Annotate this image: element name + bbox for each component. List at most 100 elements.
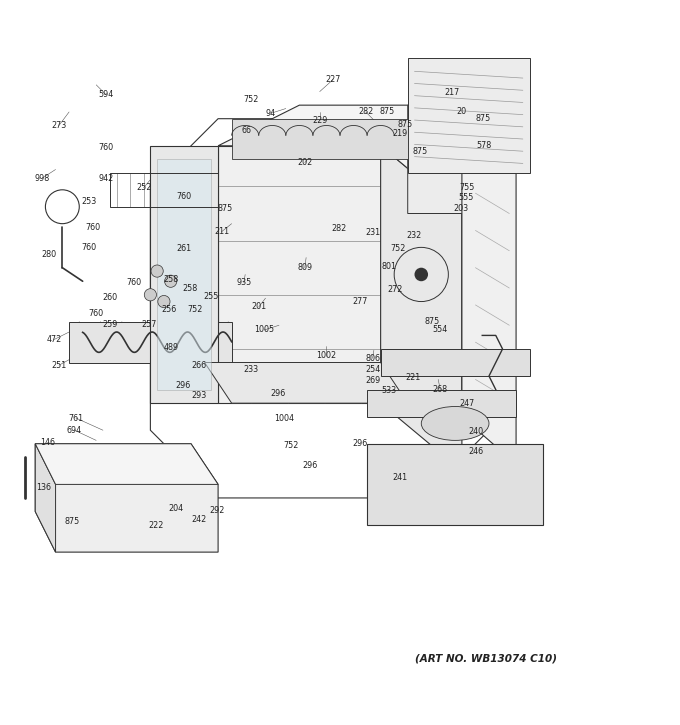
Text: 875: 875 (476, 115, 491, 123)
Text: 760: 760 (99, 143, 114, 152)
Text: 66: 66 (241, 126, 252, 136)
Text: 268: 268 (432, 385, 448, 394)
Text: 241: 241 (392, 473, 407, 482)
Text: 755: 755 (460, 183, 475, 192)
Text: 255: 255 (203, 291, 219, 301)
Polygon shape (69, 322, 232, 362)
Text: 292: 292 (209, 505, 224, 515)
Text: 282: 282 (331, 224, 346, 233)
Text: 752: 752 (284, 441, 299, 450)
Text: 227: 227 (326, 75, 341, 84)
Text: 277: 277 (353, 297, 368, 306)
Text: 256: 256 (162, 305, 177, 314)
Text: 293: 293 (192, 391, 207, 399)
Text: 554: 554 (432, 326, 448, 334)
Circle shape (415, 268, 428, 281)
Polygon shape (157, 160, 211, 389)
Text: 1002: 1002 (316, 351, 337, 360)
Polygon shape (462, 105, 516, 464)
Polygon shape (367, 389, 516, 417)
Text: 875: 875 (424, 318, 440, 326)
Text: 246: 246 (468, 447, 483, 457)
Text: 296: 296 (353, 439, 368, 448)
Polygon shape (35, 444, 56, 552)
Text: 242: 242 (192, 515, 207, 524)
Text: 253: 253 (82, 196, 97, 206)
Text: 760: 760 (126, 278, 141, 287)
Text: 875: 875 (217, 204, 233, 212)
Text: 260: 260 (102, 293, 118, 302)
Text: 221: 221 (405, 373, 421, 382)
Text: 252: 252 (136, 183, 151, 192)
Text: 935: 935 (236, 278, 252, 287)
Polygon shape (408, 58, 530, 173)
Text: 489: 489 (163, 343, 178, 352)
Polygon shape (232, 119, 408, 160)
Polygon shape (205, 362, 408, 403)
Polygon shape (381, 349, 530, 376)
Text: 258: 258 (182, 283, 197, 292)
Polygon shape (381, 146, 462, 471)
Text: 998: 998 (35, 174, 50, 183)
Text: 282: 282 (358, 107, 373, 117)
Text: 801: 801 (381, 262, 396, 271)
Text: 258: 258 (163, 276, 178, 284)
Text: 266: 266 (192, 361, 207, 370)
Polygon shape (150, 146, 218, 403)
Text: 136: 136 (36, 483, 51, 492)
Polygon shape (218, 105, 462, 213)
Text: 875: 875 (397, 120, 413, 128)
Text: 296: 296 (175, 381, 190, 390)
Text: 760: 760 (85, 223, 101, 231)
Text: 875: 875 (380, 107, 395, 117)
Text: 251: 251 (51, 361, 67, 370)
Text: 146: 146 (40, 438, 55, 447)
Text: 555: 555 (458, 193, 474, 202)
Text: 202: 202 (297, 158, 312, 167)
Polygon shape (35, 444, 218, 484)
Ellipse shape (422, 407, 489, 440)
Text: 296: 296 (270, 389, 286, 398)
Text: 472: 472 (47, 335, 62, 344)
Text: (ART NO. WB13074 C10): (ART NO. WB13074 C10) (415, 654, 557, 664)
Text: 809: 809 (297, 263, 312, 272)
Text: 229: 229 (312, 115, 327, 125)
Text: 875: 875 (65, 517, 80, 526)
Text: 204: 204 (169, 504, 184, 513)
Text: 694: 694 (67, 426, 82, 435)
Text: 269: 269 (365, 376, 380, 384)
Text: 760: 760 (82, 243, 97, 252)
Circle shape (144, 289, 156, 301)
Polygon shape (35, 444, 218, 552)
Text: 203: 203 (453, 204, 468, 212)
Text: 261: 261 (177, 244, 192, 253)
Polygon shape (367, 444, 543, 525)
Text: 875: 875 (412, 146, 428, 156)
Text: 533: 533 (381, 386, 396, 395)
Text: 273: 273 (51, 121, 67, 130)
Text: 760: 760 (177, 192, 192, 201)
Circle shape (151, 265, 163, 277)
Polygon shape (218, 146, 381, 403)
Text: 94: 94 (266, 109, 276, 117)
Text: 240: 240 (468, 427, 483, 436)
Text: 217: 217 (444, 88, 460, 97)
Circle shape (158, 296, 170, 307)
Text: 259: 259 (102, 320, 118, 329)
Text: 219: 219 (392, 129, 407, 138)
Polygon shape (408, 105, 489, 389)
Text: 942: 942 (99, 174, 114, 183)
Text: 222: 222 (148, 521, 163, 529)
Text: 247: 247 (460, 399, 475, 407)
Text: 806: 806 (365, 354, 380, 363)
Text: 752: 752 (390, 244, 405, 253)
Text: 231: 231 (365, 228, 380, 237)
Text: 1005: 1005 (254, 326, 274, 334)
Text: 254: 254 (365, 365, 380, 374)
Text: 752: 752 (188, 305, 203, 314)
Text: 257: 257 (141, 320, 156, 329)
Text: 761: 761 (68, 413, 84, 423)
Text: 296: 296 (303, 461, 318, 470)
Text: 201: 201 (251, 302, 267, 312)
Text: 1004: 1004 (275, 413, 294, 423)
